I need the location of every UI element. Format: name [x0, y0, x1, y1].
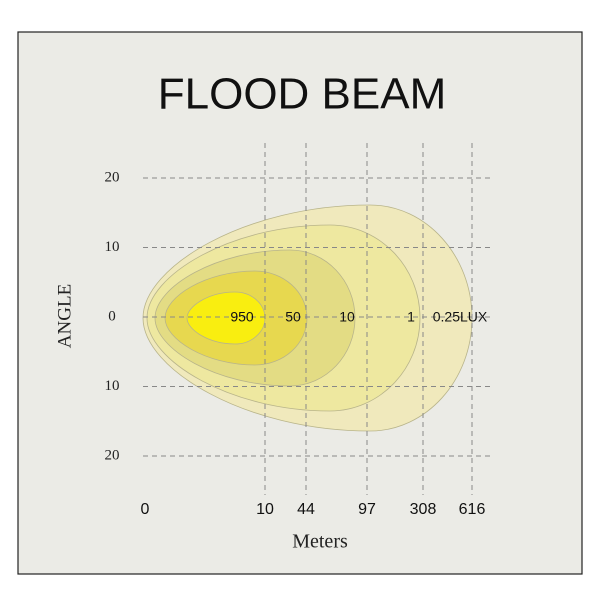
x-tick-label: 308: [410, 501, 437, 518]
x-tick-label: 97: [358, 501, 376, 518]
grid: [143, 143, 492, 495]
x-tick-label: 10: [256, 501, 274, 518]
chart-title: FLOOD BEAM: [158, 70, 447, 119]
lux-label: 10: [339, 309, 355, 325]
x-axis-label: Meters: [292, 531, 348, 553]
y-tick-label: 20: [105, 447, 120, 463]
y-tick-label: 10: [105, 378, 120, 394]
contours: [142, 204, 473, 432]
labels: 20 10 0 10 20 0 10 44 97 308 616 0.25LUX 1 10 50 950: [105, 169, 488, 518]
lux-label: 1: [407, 309, 415, 325]
y-tick-label: 20: [105, 169, 120, 185]
y-tick-label: 0: [108, 308, 116, 324]
y-tick-label: 10: [105, 239, 120, 255]
x-tick-label: 616: [459, 501, 486, 518]
lux-label: 50: [285, 309, 301, 325]
y-axis-label: ANGLE: [54, 284, 75, 348]
x-tick-label: 0: [141, 501, 150, 518]
x-tick-label: 44: [297, 501, 315, 518]
lux-label: 950: [230, 309, 254, 325]
lux-label: 0.25LUX: [433, 309, 488, 325]
